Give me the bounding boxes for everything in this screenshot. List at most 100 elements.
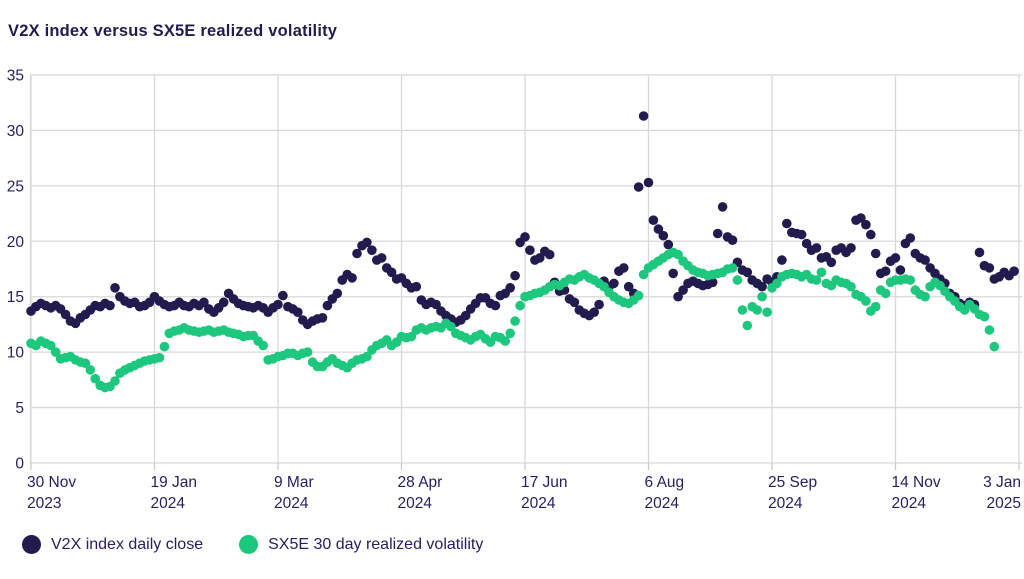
data-point-v2x bbox=[757, 281, 767, 292]
data-point-v2x bbox=[623, 281, 634, 292]
data-point-v2x bbox=[105, 300, 115, 311]
data-point-sx5e bbox=[737, 305, 748, 315]
data-point-sx5e bbox=[85, 365, 96, 375]
chart-legend: V2X index daily close SX5E 30 day realiz… bbox=[22, 535, 483, 554]
data-point-v2x bbox=[362, 237, 372, 248]
data-point-v2x bbox=[638, 111, 649, 121]
y-tick-label: 10 bbox=[7, 345, 25, 362]
legend-item-v2x: V2X index daily close bbox=[22, 535, 203, 554]
x-tick-year-label: 2024 bbox=[892, 495, 927, 512]
data-point-v2x bbox=[218, 297, 229, 308]
data-point-v2x bbox=[594, 299, 604, 310]
data-point-sx5e bbox=[515, 300, 525, 311]
x-tick-label: 28 Apr bbox=[398, 474, 443, 491]
data-point-sx5e bbox=[762, 307, 772, 318]
data-point-v2x bbox=[619, 263, 629, 273]
data-point-v2x bbox=[431, 299, 441, 310]
x-tick-year-label: 2024 bbox=[398, 495, 433, 512]
x-tick-label: 9 Mar bbox=[274, 474, 314, 491]
y-tick-label: 0 bbox=[15, 456, 24, 473]
y-tick-label: 20 bbox=[7, 234, 25, 251]
x-tick-label: 17 Jun bbox=[521, 474, 568, 491]
data-point-v2x bbox=[293, 307, 303, 318]
data-point-v2x bbox=[673, 291, 683, 302]
data-point-sx5e bbox=[772, 278, 782, 289]
x-tick-label: 6 Aug bbox=[645, 474, 685, 491]
data-point-sx5e bbox=[757, 291, 767, 302]
data-point-v2x bbox=[861, 219, 871, 230]
data-point-v2x bbox=[60, 309, 71, 320]
legend-label-v2x: V2X index daily close bbox=[51, 535, 204, 553]
x-tick-label: 14 Nov bbox=[892, 474, 941, 491]
data-point-v2x bbox=[653, 224, 664, 234]
data-point-v2x bbox=[510, 270, 520, 281]
x-tick-year-label: 2024 bbox=[521, 495, 556, 512]
data-point-v2x bbox=[920, 255, 930, 265]
data-point-v2x bbox=[905, 233, 916, 243]
data-point-sx5e bbox=[159, 341, 170, 352]
data-point-v2x bbox=[811, 243, 822, 253]
y-tick-label: 30 bbox=[7, 123, 25, 140]
data-point-sx5e bbox=[880, 288, 891, 299]
data-point-v2x bbox=[880, 266, 891, 277]
data-point-sx5e bbox=[870, 301, 881, 312]
data-point-v2x bbox=[1009, 266, 1019, 277]
data-point-v2x bbox=[110, 283, 120, 293]
data-point-v2x bbox=[895, 265, 906, 275]
data-point-v2x bbox=[727, 235, 738, 245]
data-point-sx5e bbox=[638, 269, 649, 280]
x-tick-label: 25 Sep bbox=[768, 474, 817, 491]
data-point-sx5e bbox=[752, 305, 762, 315]
data-point-sx5e bbox=[510, 316, 520, 326]
data-point-v2x bbox=[609, 278, 619, 289]
v2x-legend-dot-icon bbox=[22, 535, 41, 554]
data-point-sx5e bbox=[816, 267, 827, 278]
data-point-v2x bbox=[544, 249, 555, 260]
data-point-v2x bbox=[505, 283, 515, 293]
data-point-v2x bbox=[866, 229, 876, 240]
data-point-v2x bbox=[525, 245, 535, 255]
data-point-v2x bbox=[352, 248, 362, 259]
data-point-v2x bbox=[846, 243, 856, 253]
data-point-v2x bbox=[648, 215, 659, 225]
legend-item-sx5e: SX5E 30 day realized volatility bbox=[239, 535, 483, 554]
data-point-sx5e bbox=[362, 351, 372, 362]
data-point-v2x bbox=[984, 263, 995, 273]
data-point-v2x bbox=[801, 238, 812, 249]
y-tick-label: 5 bbox=[15, 400, 24, 417]
legend-label-sx5e: SX5E 30 day realized volatility bbox=[268, 535, 484, 553]
data-point-sx5e bbox=[633, 290, 644, 301]
data-point-sx5e bbox=[110, 376, 120, 386]
data-point-v2x bbox=[974, 247, 985, 258]
data-point-v2x bbox=[322, 300, 333, 311]
data-point-sx5e bbox=[920, 291, 930, 302]
data-point-sx5e bbox=[90, 373, 100, 384]
data-point-v2x bbox=[347, 273, 357, 283]
data-point-sx5e bbox=[727, 263, 738, 273]
x-tick-year-label: 2024 bbox=[151, 495, 186, 512]
data-point-v2x bbox=[712, 228, 723, 239]
data-point-v2x bbox=[520, 232, 530, 242]
data-point-sx5e bbox=[505, 328, 515, 339]
data-point-v2x bbox=[796, 229, 807, 240]
data-point-v2x bbox=[782, 218, 792, 229]
data-point-v2x bbox=[717, 202, 728, 212]
data-point-sx5e bbox=[154, 352, 165, 363]
data-point-sx5e bbox=[989, 341, 1000, 352]
data-point-sx5e bbox=[732, 275, 743, 285]
data-point-v2x bbox=[199, 297, 209, 308]
data-point-sx5e bbox=[302, 347, 313, 357]
data-point-v2x bbox=[490, 300, 501, 311]
y-tick-label: 35 bbox=[7, 68, 24, 85]
y-tick-label: 25 bbox=[7, 178, 24, 195]
data-point-v2x bbox=[367, 245, 377, 255]
data-point-sx5e bbox=[258, 340, 269, 351]
data-point-sx5e bbox=[742, 320, 753, 331]
y-tick-label: 15 bbox=[7, 289, 24, 306]
data-point-v2x bbox=[317, 313, 328, 323]
x-tick-year-label: 2025 bbox=[987, 495, 1021, 512]
data-point-v2x bbox=[535, 253, 545, 263]
data-point-v2x bbox=[633, 182, 644, 192]
